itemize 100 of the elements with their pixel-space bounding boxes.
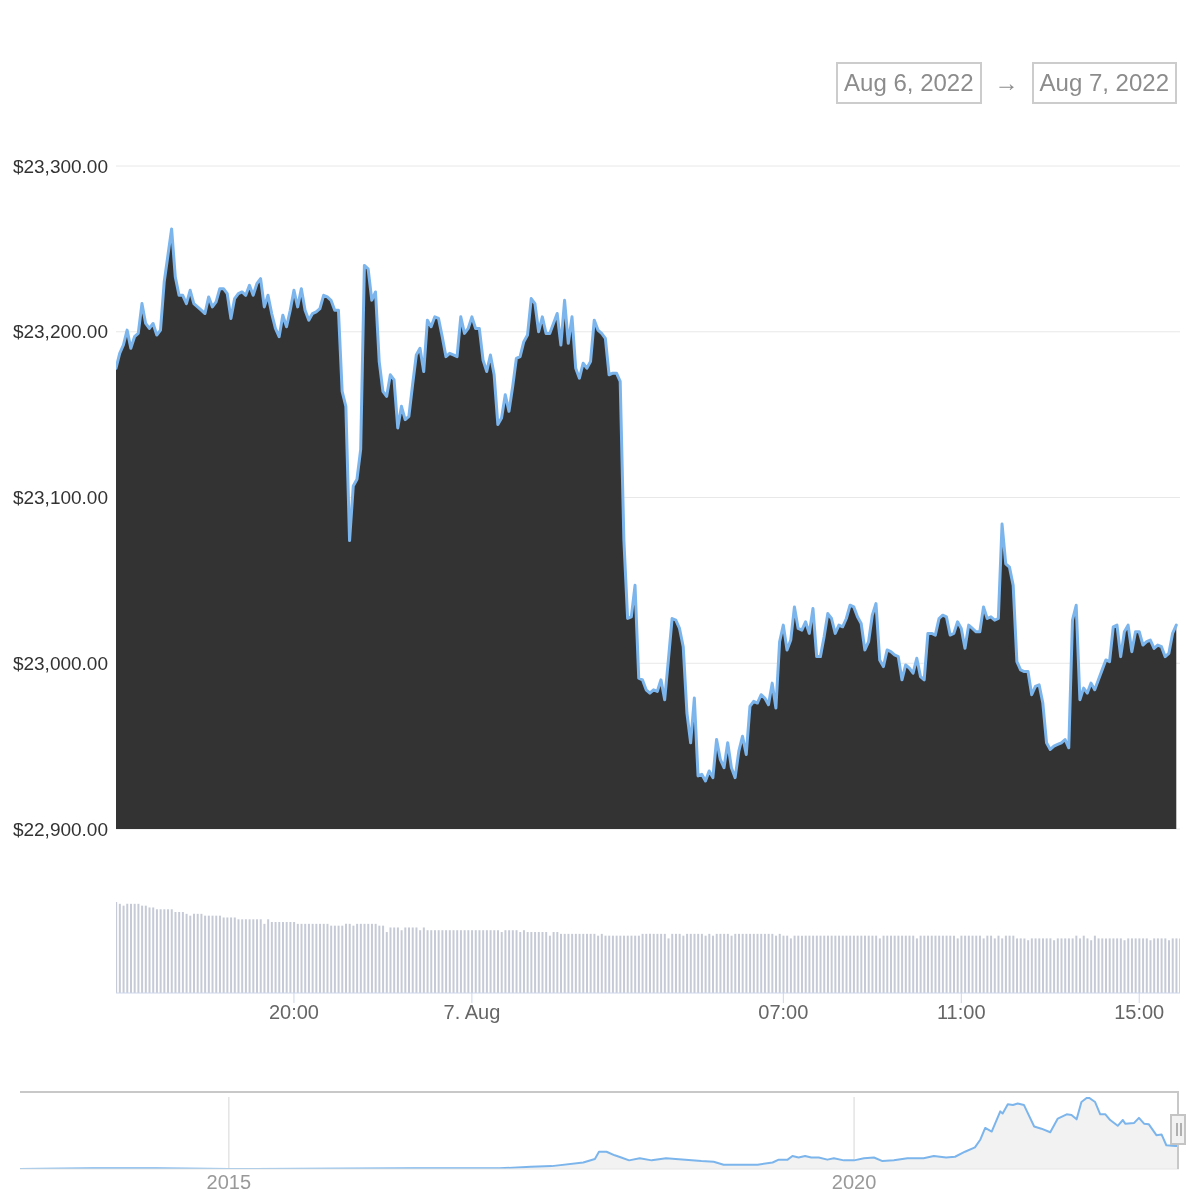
bar [400, 930, 403, 993]
bar [826, 935, 829, 993]
y-tick-label: $23,300.00 [12, 155, 108, 177]
y-tick-label: $23,200.00 [12, 321, 108, 343]
bar [704, 935, 707, 993]
bar [845, 935, 848, 993]
bar [218, 915, 221, 993]
bar [749, 933, 752, 993]
bar [1160, 938, 1163, 993]
bar [615, 935, 618, 993]
bar [141, 905, 144, 993]
bar [819, 935, 822, 993]
bar [256, 919, 259, 993]
bar [700, 933, 703, 993]
bar [556, 932, 559, 993]
bar [908, 935, 911, 993]
bar [1004, 935, 1007, 993]
bar [901, 935, 904, 993]
bar [155, 909, 158, 993]
bar [552, 932, 555, 993]
bar [656, 933, 659, 993]
bar [852, 935, 855, 993]
bar [741, 933, 744, 993]
bar [941, 935, 944, 993]
bar [882, 935, 885, 993]
bar [311, 923, 314, 993]
bar [623, 935, 626, 993]
bar [708, 933, 711, 993]
bar [467, 930, 470, 993]
bar [1149, 940, 1152, 993]
bar [1116, 938, 1119, 993]
bar [723, 933, 726, 993]
bar [875, 935, 878, 993]
bar [341, 925, 344, 993]
bar [1019, 938, 1022, 993]
bar [508, 930, 511, 993]
text: → [994, 68, 1019, 98]
bar [389, 927, 392, 993]
bar [1112, 938, 1115, 993]
bar [500, 932, 503, 993]
bar [582, 933, 585, 993]
bar [133, 903, 136, 993]
bar [1086, 938, 1089, 993]
bar [1049, 938, 1052, 993]
bar [300, 923, 303, 993]
bar [189, 915, 192, 993]
bar [1123, 940, 1126, 993]
bar [793, 935, 796, 993]
bar [630, 935, 633, 993]
bar [437, 930, 440, 993]
bar [307, 923, 310, 993]
bar [719, 933, 722, 993]
bar [871, 935, 874, 993]
bar [430, 930, 433, 993]
bar [452, 930, 455, 993]
bar [982, 938, 985, 993]
bar [686, 933, 689, 993]
bar [953, 935, 955, 993]
bar [522, 930, 525, 993]
y-tick-label: $22,900.00 [12, 818, 108, 840]
bar [923, 935, 926, 993]
bar [597, 935, 600, 993]
bar [504, 930, 507, 993]
bar [563, 933, 566, 993]
bar [560, 933, 563, 993]
x-tick-label: 15:00 [1114, 1001, 1165, 1024]
bar [1034, 938, 1037, 993]
x-tick-label: 20:00 [268, 1001, 319, 1024]
bar [878, 938, 881, 993]
bar [567, 933, 570, 993]
bar [211, 915, 214, 993]
bar [730, 935, 733, 993]
bar [530, 932, 533, 993]
bar [122, 905, 125, 993]
bar [441, 930, 444, 993]
bar [159, 909, 162, 993]
x-tick-label: 2015 [206, 1171, 252, 1194]
bar [459, 930, 462, 993]
bar [167, 909, 170, 993]
bar [274, 922, 277, 993]
bar [641, 933, 644, 993]
bar [281, 922, 284, 993]
bar [1101, 938, 1104, 993]
bar [137, 903, 140, 993]
bar [726, 933, 729, 993]
bar [326, 923, 329, 993]
bar [129, 903, 132, 993]
bar [1041, 938, 1044, 993]
bar [1027, 940, 1030, 993]
y-tick-label: $23,000.00 [12, 652, 108, 674]
bar [370, 923, 373, 993]
bar [927, 935, 930, 993]
bar [534, 932, 537, 993]
bar [1097, 938, 1100, 993]
bar [1053, 940, 1056, 993]
bar [1175, 938, 1178, 993]
bar [574, 933, 577, 993]
bar [934, 935, 937, 993]
bar [660, 933, 663, 993]
bar [775, 935, 778, 993]
